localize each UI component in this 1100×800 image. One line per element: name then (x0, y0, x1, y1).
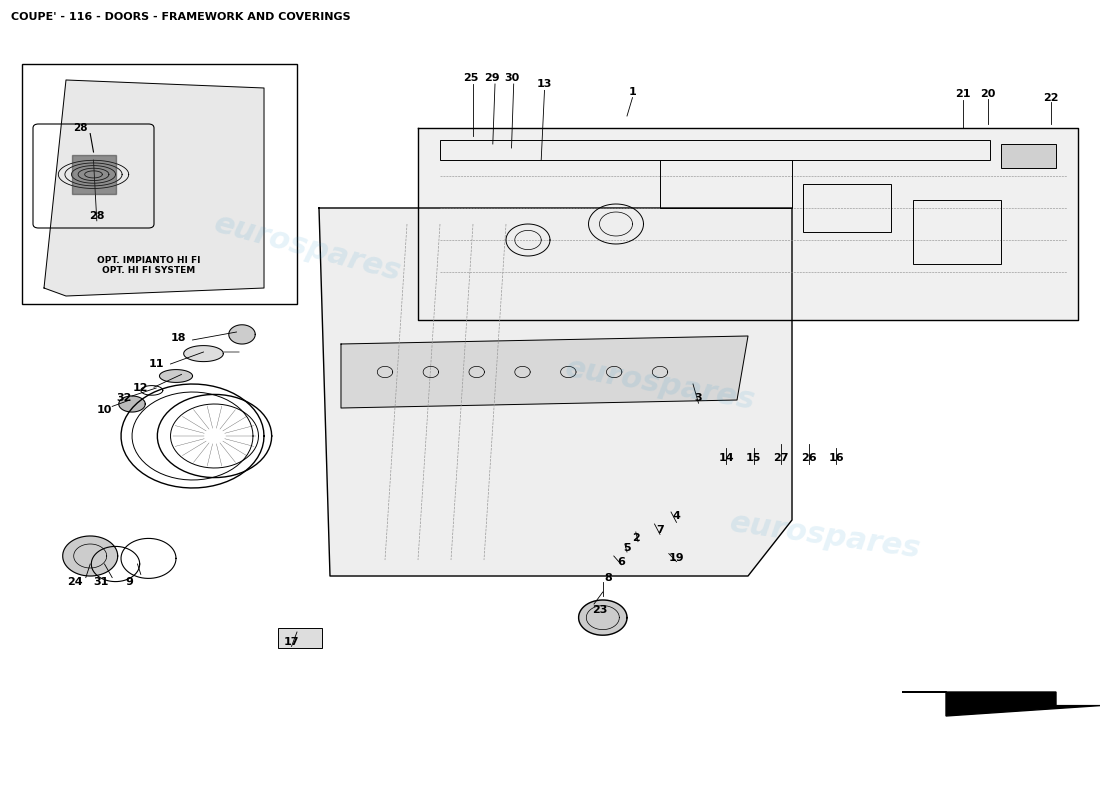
Polygon shape (579, 600, 627, 635)
Text: 31: 31 (94, 578, 109, 587)
Polygon shape (319, 208, 792, 576)
Text: 21: 21 (955, 89, 970, 98)
Text: 3: 3 (695, 393, 702, 402)
Text: 9: 9 (125, 578, 134, 587)
Polygon shape (229, 325, 255, 344)
Bar (660, 160, 792, 208)
Bar (803, 184, 891, 232)
Text: 26: 26 (801, 453, 816, 462)
Text: 11: 11 (148, 359, 164, 369)
Text: 8: 8 (604, 573, 613, 582)
Polygon shape (44, 80, 264, 296)
Bar (440, 140, 990, 160)
Text: 23: 23 (592, 605, 607, 614)
Text: 22: 22 (1043, 93, 1058, 102)
Polygon shape (418, 128, 1078, 320)
Text: 29: 29 (484, 73, 499, 82)
Text: 13: 13 (537, 79, 552, 89)
Text: 20: 20 (980, 89, 996, 98)
Text: 18: 18 (170, 333, 186, 342)
Polygon shape (160, 370, 192, 382)
Text: 27: 27 (773, 453, 789, 462)
Text: 1: 1 (628, 87, 637, 97)
Polygon shape (341, 336, 748, 408)
Text: 2: 2 (631, 533, 640, 542)
Text: 10: 10 (97, 405, 112, 414)
Polygon shape (184, 346, 223, 362)
Text: 24: 24 (67, 578, 82, 587)
Text: OPT. IMPIANTO HI FI
OPT. HI FI SYSTEM: OPT. IMPIANTO HI FI OPT. HI FI SYSTEM (97, 256, 200, 275)
Bar (913, 200, 1001, 264)
Polygon shape (72, 155, 116, 194)
Text: 25: 25 (463, 73, 478, 82)
Text: 19: 19 (669, 553, 684, 562)
Bar (22, 64, 297, 304)
Text: 30: 30 (504, 73, 519, 82)
Polygon shape (119, 396, 145, 412)
Text: 6: 6 (617, 557, 626, 566)
Text: 17: 17 (284, 637, 299, 646)
Text: eurospares: eurospares (211, 209, 405, 287)
Text: COUPE' - 116 - DOORS - FRAMEWORK AND COVERINGS: COUPE' - 116 - DOORS - FRAMEWORK AND COV… (11, 12, 351, 22)
Text: 5: 5 (624, 543, 630, 553)
Text: 14: 14 (718, 453, 734, 462)
Text: 4: 4 (672, 511, 681, 521)
Text: 15: 15 (746, 453, 761, 462)
Text: 32: 32 (117, 394, 132, 403)
Bar (278, 628, 322, 648)
Text: 12: 12 (133, 383, 148, 393)
Text: eurospares: eurospares (562, 353, 758, 415)
Text: 7: 7 (656, 525, 664, 534)
Polygon shape (902, 692, 1100, 716)
Bar (1001, 144, 1056, 168)
Text: 16: 16 (828, 453, 844, 462)
Text: eurospares: eurospares (727, 508, 923, 564)
Text: 28: 28 (73, 123, 88, 133)
Text: 28: 28 (89, 211, 104, 221)
Polygon shape (63, 536, 118, 576)
